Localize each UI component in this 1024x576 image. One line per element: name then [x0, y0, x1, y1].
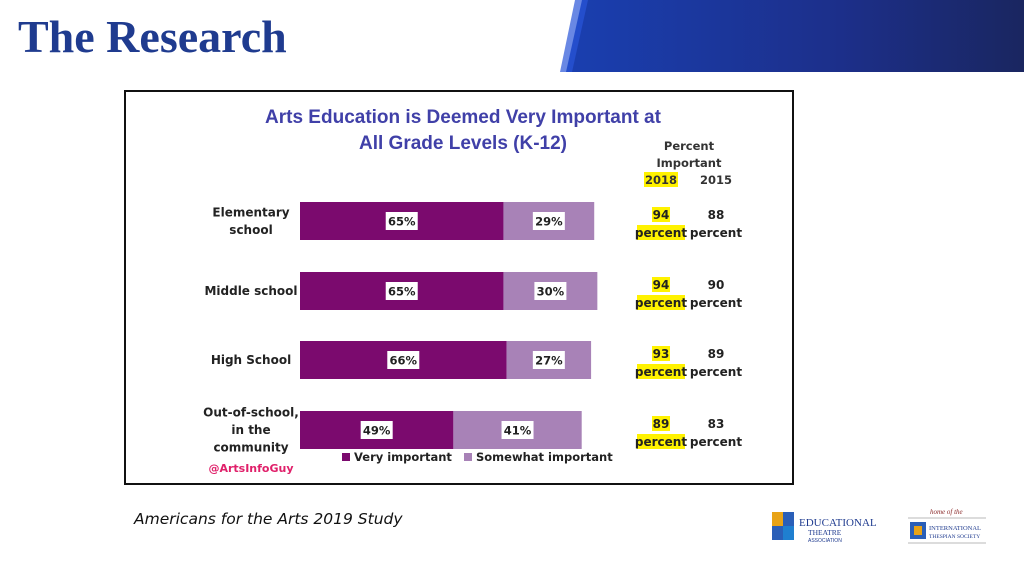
data-label-box	[532, 351, 565, 369]
legend-swatch	[464, 453, 472, 461]
data-label: 41%	[504, 424, 532, 438]
percent-important-header: Important	[656, 156, 722, 170]
legend-swatch	[342, 453, 350, 461]
chart-title-line: Arts Education is Deemed Very Important …	[265, 107, 662, 128]
category-label: High School	[211, 353, 291, 367]
source-caption: Americans for the Arts 2019 Study	[134, 510, 403, 528]
data-label-box	[534, 282, 567, 300]
value-2018: 89	[653, 417, 670, 431]
home-of-text: home of the	[930, 508, 963, 516]
twitter-handle: @ArtsInfoGuy	[208, 462, 293, 475]
educational-theatre-association-logo: EDUCATIONAL THEATRE ASSOCIATION	[772, 512, 877, 544]
percent-important-header: Percent	[664, 139, 715, 153]
legend-label: Very important	[354, 450, 452, 464]
stacked-bar-chart: Arts Education is Deemed Very Important …	[203, 107, 742, 475]
year-highlight	[644, 172, 678, 187]
legend-label: Somewhat important	[476, 450, 613, 464]
eta-line3: ASSOCIATION	[808, 538, 842, 544]
category-label: school	[229, 223, 272, 237]
data-label: 65%	[388, 215, 416, 229]
unit-highlight	[637, 295, 685, 310]
unit-highlight	[637, 364, 685, 379]
unit-2015: percent	[690, 296, 742, 310]
value-2015: 83	[708, 417, 725, 431]
data-label-box	[385, 282, 418, 300]
logo-group: EDUCATIONAL THEATRE ASSOCIATION home of …	[772, 508, 986, 544]
unit-2015: percent	[690, 226, 742, 240]
year-2015-label: 2015	[700, 173, 732, 187]
value-2015: 89	[708, 347, 725, 361]
international-thespian-society-logo: home of the INTERNATIONAL THESPIAN SOCIE…	[908, 508, 986, 544]
unit-highlight	[637, 225, 685, 240]
value-2015: 90	[708, 278, 725, 292]
value-highlight	[652, 346, 670, 361]
value-highlight	[652, 277, 670, 292]
data-label: 66%	[390, 354, 418, 368]
value-2018: 94	[653, 208, 670, 222]
data-label: 49%	[363, 424, 391, 438]
data-label-box	[387, 351, 420, 369]
data-label: 27%	[535, 354, 563, 368]
its-line2: THESPIAN SOCIETY	[929, 534, 980, 540]
data-label-box	[385, 212, 418, 230]
category-label: Out-of-school,	[203, 406, 299, 420]
value-2018: 94	[653, 278, 670, 292]
year-2018-label: 2018	[645, 173, 677, 187]
eta-line1: EDUCATIONAL	[799, 517, 877, 529]
value-highlight	[652, 416, 670, 431]
unit-2015: percent	[690, 365, 742, 379]
data-label-box	[532, 212, 565, 230]
category-label: Middle school	[204, 284, 297, 298]
data-label: 29%	[535, 215, 563, 229]
chart-title-line: All Grade Levels (K-12)	[359, 133, 567, 154]
its-line1: INTERNATIONAL	[929, 525, 981, 532]
category-label: community	[213, 441, 288, 455]
value-2018: 93	[653, 347, 670, 361]
data-label: 30%	[537, 285, 565, 299]
value-highlight	[652, 207, 670, 222]
chart-panel: Arts Education is Deemed Very Important …	[124, 90, 794, 485]
unit-2018: percent	[635, 435, 687, 449]
page-title: The Research	[18, 11, 287, 62]
header-banner	[560, 0, 1024, 72]
unit-2018: percent	[635, 226, 687, 240]
unit-2018: percent	[635, 296, 687, 310]
value-2015: 88	[708, 208, 725, 222]
unit-highlight	[637, 434, 685, 449]
eta-line2: THEATRE	[808, 528, 842, 537]
data-label: 65%	[388, 285, 416, 299]
data-label-box	[360, 421, 393, 439]
unit-2018: percent	[635, 365, 687, 379]
data-label-box	[501, 421, 534, 439]
category-label: Elementary	[212, 205, 289, 219]
unit-2015: percent	[690, 435, 742, 449]
category-label: in the	[231, 423, 270, 437]
